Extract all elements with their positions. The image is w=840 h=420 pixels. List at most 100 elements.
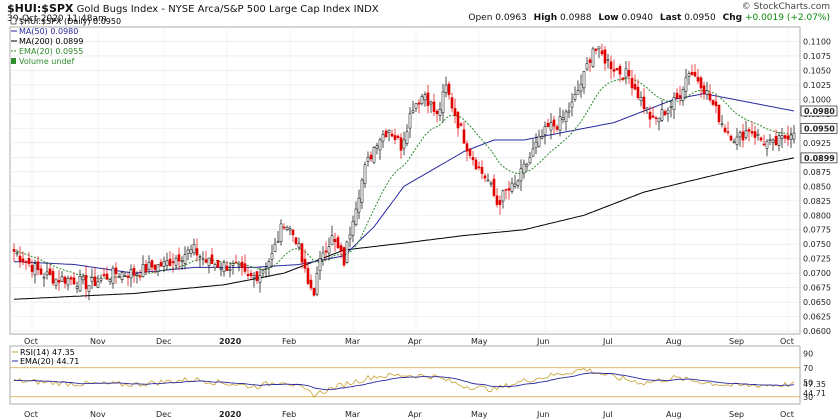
candles <box>12 43 796 301</box>
candle-body <box>45 271 49 276</box>
candle-body <box>54 278 58 286</box>
x-tick-label: May <box>471 337 488 346</box>
candle-body <box>630 77 634 89</box>
candle-body <box>231 263 235 266</box>
candle-body <box>315 273 319 295</box>
candle-body <box>15 252 19 255</box>
rsi-label: RSI(14) 47.35 <box>20 348 75 357</box>
candle-body <box>552 119 556 127</box>
low-value: 0.0940 <box>621 13 654 23</box>
candle-body <box>99 278 103 281</box>
candle-body <box>753 131 757 138</box>
x-tick-label: Dec <box>156 337 171 346</box>
x-tick-label: 2020 <box>219 337 242 346</box>
chart-datetime: 30-Oct-2020 11:48am <box>7 14 107 24</box>
y-tick-label: 0.0700 <box>803 269 831 278</box>
candle-body <box>51 271 55 284</box>
candle-body <box>639 97 643 101</box>
candle-body <box>42 276 46 279</box>
time-axis: Oct Oct Nov Nov Dec Dec 2020 2020 Feb Feb Mar Mar Ap… <box>24 337 794 419</box>
candle-body <box>249 272 253 276</box>
legend-ma200: MA(200) 0.0899 <box>19 37 83 46</box>
candle-body <box>276 241 280 243</box>
candle-body <box>675 92 679 99</box>
candle-body <box>294 237 298 244</box>
candle-body <box>507 188 511 191</box>
candle-body <box>660 109 664 121</box>
legend-series: $HUI:$SPX (Daily) 0.0950 <box>19 17 121 26</box>
candle-body <box>168 258 172 266</box>
candle-body <box>135 273 139 276</box>
candle-body <box>321 252 325 260</box>
candle-body <box>663 111 667 116</box>
candle-body <box>39 268 43 275</box>
candle-body <box>267 261 271 268</box>
legend-ema20: EMA(20) 0.0955 <box>19 47 83 56</box>
candle-body <box>150 260 154 268</box>
candle-body <box>741 131 745 141</box>
x-tick-label: Sep <box>729 337 744 346</box>
price-tag <box>800 152 838 164</box>
candle-body <box>111 267 115 284</box>
candle-body <box>228 269 232 271</box>
candle-body <box>75 286 79 289</box>
candle-body <box>738 132 742 138</box>
rsi-x-tick-label: Oct <box>780 410 794 419</box>
y-tick-label: 0.0600 <box>803 327 831 336</box>
candle-body <box>66 277 70 286</box>
candle-body <box>549 122 553 131</box>
candle-body <box>654 117 658 119</box>
candle-body <box>408 113 412 129</box>
candle-body <box>477 166 481 169</box>
candle-body <box>489 182 493 185</box>
candle-body <box>759 137 763 141</box>
candle-body <box>699 77 703 89</box>
candle-body <box>465 143 469 152</box>
candle-body <box>504 189 508 191</box>
rsi-x-tick-label: Jun <box>536 410 550 419</box>
candle-body <box>474 159 478 170</box>
candle-body <box>462 129 466 144</box>
candle-body <box>747 129 751 132</box>
price-tag <box>800 123 838 134</box>
candle-body <box>540 136 544 139</box>
candle-body <box>120 272 124 280</box>
candle-body <box>297 243 301 248</box>
candle-body <box>768 139 772 141</box>
candle-body <box>24 261 28 263</box>
candle-body <box>786 135 790 140</box>
candle-body <box>183 254 187 264</box>
candle-body <box>48 268 52 275</box>
candle-body <box>765 140 769 149</box>
candle-body <box>141 264 145 277</box>
chart-title: $HUI:$SPX Gold Bugs Index - NYSE Arca/S&… <box>7 2 379 15</box>
candle-body <box>633 84 637 90</box>
candle-body <box>234 261 238 264</box>
candle-body <box>72 277 76 285</box>
candle-body <box>651 115 655 118</box>
candle-body <box>771 139 775 143</box>
x-tick-label: Oct <box>780 337 794 346</box>
last-value: 0.0950 <box>684 13 716 23</box>
candle-body <box>345 241 349 263</box>
candle-body <box>309 279 313 289</box>
candle-body <box>606 59 610 61</box>
rsi-x-tick-label: May <box>471 410 488 419</box>
rsi-x-tick-label: Apr <box>408 410 423 419</box>
candle-body <box>144 264 148 273</box>
candle-body <box>246 274 250 277</box>
y-tick-label: 0.0625 <box>803 313 831 322</box>
candle-body <box>597 46 601 50</box>
legend: $HUI:$SPX (Daily) 0.0950 MA(50) 0.0980 M… <box>10 17 121 66</box>
candle-body <box>117 276 121 278</box>
candle-body <box>576 90 580 95</box>
candle-body <box>744 130 748 138</box>
candle-body <box>678 95 682 98</box>
candle-body <box>642 96 646 109</box>
candle-body <box>153 264 157 270</box>
candle-body <box>627 69 631 77</box>
candle-body <box>669 106 673 108</box>
candle-body <box>441 91 445 113</box>
candle-body <box>600 50 604 55</box>
